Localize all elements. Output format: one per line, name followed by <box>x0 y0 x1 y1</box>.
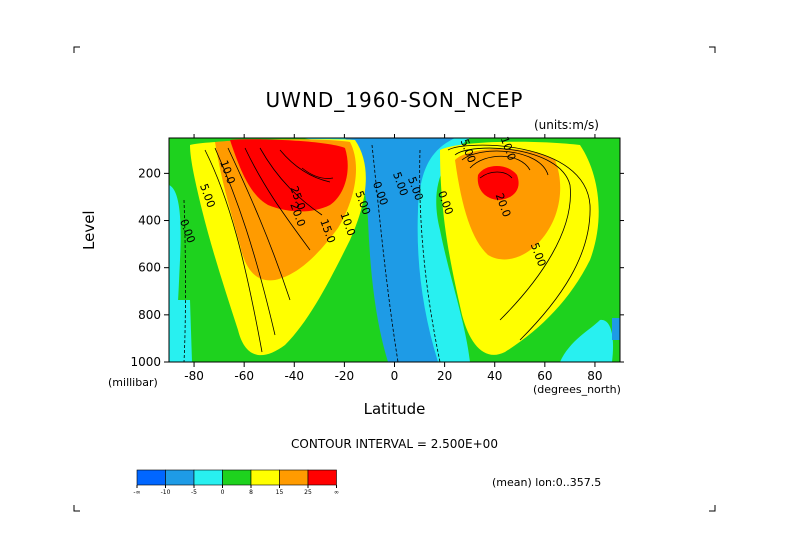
contour-line <box>259 147 323 216</box>
contour-line <box>461 150 549 176</box>
plot-fills <box>169 138 620 362</box>
legend-tick-label: -5 <box>191 489 197 496</box>
contour-line <box>183 199 186 362</box>
color-legend: -∞ -10 -5 0 8 15 25 ∞ <box>133 469 339 496</box>
x-tick-label: 20 <box>437 369 452 383</box>
legend-tick-label: ∞ <box>334 489 339 496</box>
contour-line <box>244 147 311 251</box>
contour-region-sh-jet-red <box>230 139 348 212</box>
mean-longitude-text: (mean) lon:0..357.5 <box>492 476 602 489</box>
x-tick-label: -20 <box>335 369 355 383</box>
contour-line <box>301 167 334 179</box>
legend-swatch <box>222 469 252 486</box>
contour-interval-text: CONTOUR INTERVAL = 2.500E+00 <box>291 437 498 451</box>
x-tick-label: -60 <box>234 369 254 383</box>
legend-tick-label: -10 <box>161 489 171 496</box>
contour-line <box>371 144 399 362</box>
y-tick-label: 800 <box>138 308 161 322</box>
legend-swatch <box>307 469 337 486</box>
legend-swatch <box>279 469 309 486</box>
corner-marks <box>73 46 716 512</box>
contour-line <box>227 147 291 301</box>
contour-line <box>469 155 531 171</box>
axes: -80 -60 -40 -20 0 20 40 60 80 200 400 600 800 1000 <box>130 134 624 383</box>
y-tick-label: 600 <box>138 261 161 275</box>
legend-swatch <box>250 469 280 486</box>
x-tick-label: 80 <box>587 369 602 383</box>
x-tick-label: 60 <box>537 369 552 383</box>
legend-swatch <box>165 469 195 486</box>
y-tick-label: 400 <box>138 214 161 228</box>
legend-tick-label: -∞ <box>133 489 140 496</box>
legend-tick-label: 0 <box>221 489 225 496</box>
legend-tick-label: 25 <box>304 489 312 496</box>
plot-contour-lines <box>183 144 591 362</box>
contour-line <box>454 147 571 321</box>
chart-title: UWND_1960-SON_NCEP <box>265 88 524 112</box>
legend-swatch <box>136 469 166 486</box>
contour-region-polar-easterly-2 <box>169 300 192 362</box>
contour-line <box>214 147 276 336</box>
x-tick-label: -40 <box>284 369 304 383</box>
x-tick-label: 40 <box>487 369 502 383</box>
y-units-label: (millibar) <box>108 376 158 389</box>
legend-swatch <box>193 469 223 486</box>
legend-tick-label: 8 <box>249 489 253 496</box>
contour-line <box>204 149 263 353</box>
x-tick-label: 0 <box>391 369 399 383</box>
contour-line <box>447 144 591 341</box>
contour-line <box>479 171 513 179</box>
contour-region-nh-east-cyan <box>560 319 614 362</box>
y-tick-label: 200 <box>138 166 161 180</box>
x-units-label: (degrees_north) <box>533 383 621 396</box>
contour-line <box>419 149 441 362</box>
contour-line <box>279 149 331 183</box>
contour-region-nh-east-patch <box>612 318 620 340</box>
contour-region-easterly-core <box>345 138 455 362</box>
x-tick-label: -80 <box>184 369 204 383</box>
units-label: (units:m/s) <box>534 118 599 132</box>
x-axis-label: Latitude <box>363 400 426 418</box>
legend-tick-label: 15 <box>276 489 284 496</box>
y-tick-label: 1000 <box>130 355 161 369</box>
